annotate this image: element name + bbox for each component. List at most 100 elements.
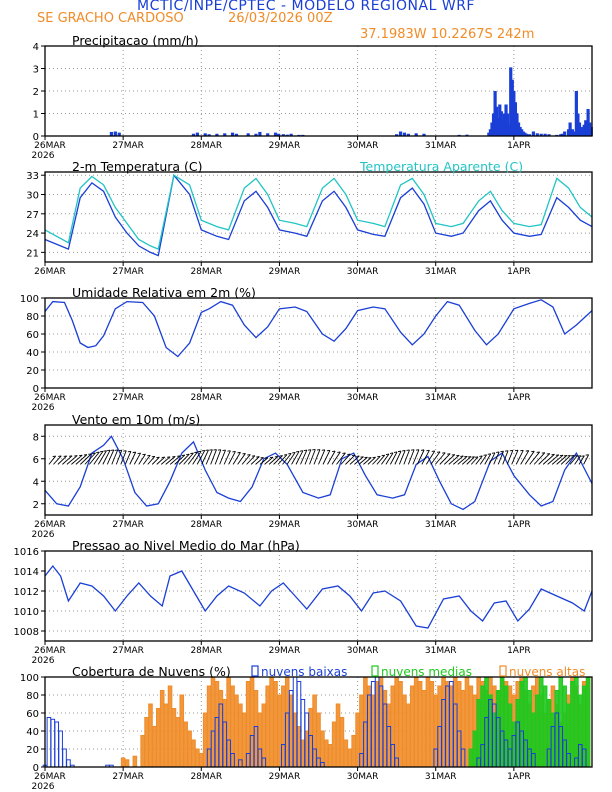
bar-nuvens-altas — [187, 730, 192, 768]
bar-nuvens-altas — [234, 694, 239, 768]
wind-barb — [331, 451, 341, 465]
wind-barb-head — [269, 456, 274, 459]
wind-barb — [349, 455, 360, 465]
panel-rh: 0 20 40 60 80 100 26MAR 27MAR 28MAR 29MAR 30MAR 31M… — [20, 285, 593, 413]
wind-barb — [228, 451, 236, 465]
x-tick-label: 30MAR — [347, 646, 379, 656]
wind-barb — [156, 456, 166, 465]
wind-barb-head — [316, 449, 321, 451]
bar-precipitacao — [406, 133, 410, 136]
wind-barb-head — [222, 449, 226, 452]
wind-barb-head — [205, 449, 209, 451]
wind-barb — [367, 456, 376, 465]
wind-barb — [196, 450, 206, 465]
wind-barb — [372, 455, 381, 465]
y-tick-label: 3 — [33, 65, 39, 76]
bar-nuvens-medias — [558, 676, 564, 768]
x-tick-label: 29MAR — [269, 772, 301, 782]
wind-barb-head — [260, 457, 264, 459]
wind-barb-head — [456, 454, 460, 457]
y-tick-label: 20 — [26, 745, 39, 756]
wind-barb-head — [237, 451, 241, 454]
wind-barb — [102, 449, 111, 465]
bar-nuvens-altas — [324, 739, 329, 768]
bar-nuvens-altas — [120, 757, 126, 768]
wind-barb — [219, 449, 226, 465]
wind-barb — [381, 453, 390, 465]
bar-nuvens-altas — [277, 694, 282, 768]
wind-barb-head — [377, 455, 381, 458]
wind-barb-head — [107, 449, 111, 452]
wind-barb-head — [525, 450, 529, 452]
bar-precipitacao — [281, 134, 285, 136]
bar-precipitacao — [195, 132, 199, 136]
wind-barb-head — [83, 454, 87, 456]
bar-nuvens-medias — [484, 676, 489, 768]
bar-nuvens-altas — [386, 703, 392, 768]
bar-nuvens-altas — [292, 712, 298, 768]
bar-nuvens-altas — [249, 676, 255, 768]
panel-temp: 21 24 27 30 33 26MAR 27MAR 28MAR 29MAR 30MAR 31MAR… — [26, 159, 593, 277]
x-tick-label: 28MAR — [190, 772, 222, 782]
bar-precipitacao — [207, 134, 211, 136]
bar-nuvens-medias — [577, 694, 583, 768]
wind-barb — [174, 454, 186, 465]
wind-barb-head — [541, 452, 545, 454]
bar-precipitacao — [402, 132, 407, 136]
y-tick-label: 27 — [26, 210, 39, 221]
bar-nuvens-altas — [195, 748, 200, 768]
wind-barb-head — [563, 454, 567, 457]
wind-barb — [187, 451, 198, 465]
x-tick-label: 26MAR — [34, 393, 66, 403]
x-tick-label: 26MAR — [34, 520, 66, 530]
wind-barb — [192, 450, 202, 465]
wind-barb — [439, 453, 451, 465]
bar-precipitacao — [539, 133, 543, 136]
wind-barb-head — [52, 455, 56, 458]
x-tick-label: 29MAR — [269, 141, 301, 151]
wind-barb — [93, 451, 104, 465]
wind-barb-head — [514, 449, 519, 452]
bar-precipitacao — [266, 133, 270, 136]
wind-barb-head — [531, 450, 535, 453]
chart-header: MCTIC/INPE/CPTEC - MODELO REGIONAL WRF S… — [0, 0, 612, 42]
bar-precipitacao — [223, 133, 227, 136]
bar-nuvens-medias — [480, 685, 485, 768]
bar-nuvens-altas — [245, 681, 251, 768]
wind-barb — [57, 455, 68, 465]
wind-barb-head — [151, 455, 155, 458]
wind-barb — [304, 449, 312, 465]
wind-barb-head — [442, 452, 446, 454]
bar-nuvens-altas — [132, 755, 138, 768]
year-label: 2026 — [32, 782, 55, 792]
wind-barb — [138, 453, 146, 465]
wind-barb — [444, 454, 456, 465]
bar-precipitacao — [563, 131, 567, 136]
bar-nuvens-altas — [284, 676, 290, 768]
x-tick-label: 27MAR — [112, 141, 144, 151]
wind-barb — [407, 449, 415, 465]
station-name: SE GRACHO CARDOSO — [37, 11, 184, 26]
bar-nuvens-altas — [433, 694, 439, 768]
wind-barb — [165, 456, 176, 465]
bar-nuvens-altas — [179, 694, 185, 768]
wind-barb-head — [574, 455, 578, 457]
bar-nuvens-altas — [171, 708, 177, 768]
bar-precipitacao — [543, 133, 547, 136]
x-tick-label: 26MAR — [34, 646, 66, 656]
wind-barb — [551, 454, 564, 465]
year-label: 2026 — [32, 530, 55, 540]
y-tick-label: 40 — [26, 348, 39, 359]
bar-nuvens-altas — [167, 685, 173, 768]
wind-barb — [493, 451, 500, 465]
wind-barb — [574, 455, 582, 465]
bar-precipitacao — [395, 134, 399, 136]
bar-nuvens-altas — [331, 721, 337, 768]
wind-barb-head — [415, 449, 420, 451]
wind-barb-head — [201, 450, 205, 452]
bar-nuvens-altas — [265, 685, 271, 768]
bar-precipitacao — [258, 131, 262, 136]
line-2-m-temperatura-c- — [44, 173, 593, 257]
x-tick-label: 29MAR — [269, 520, 301, 530]
wind-barb — [583, 454, 590, 465]
